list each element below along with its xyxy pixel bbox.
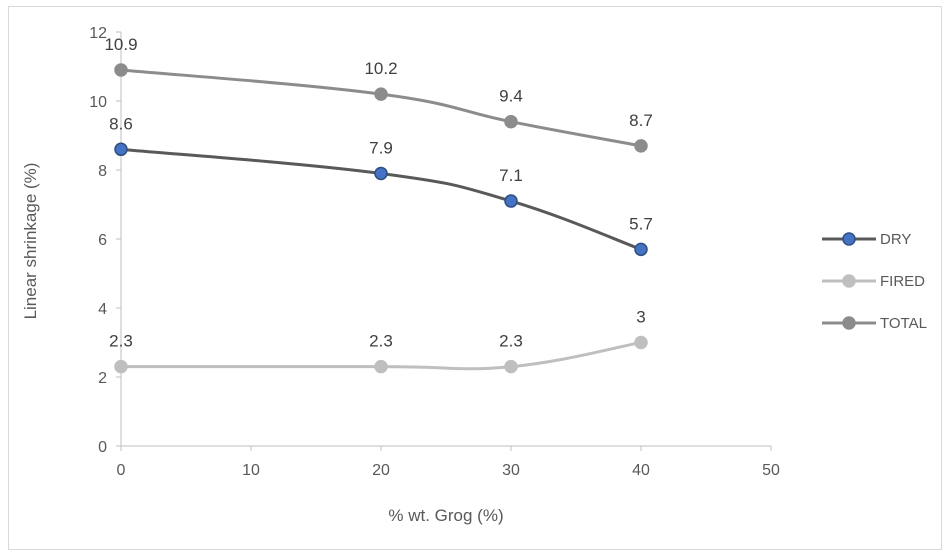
legend-marker-fired [842,274,856,288]
data-point-fired [504,359,518,374]
series-line-total [119,68,643,148]
data-label-fired: 2.3 [499,332,523,351]
y-tick-label: 0 [98,439,107,456]
data-label-fired: 3 [636,308,645,327]
data-label-total: 8.7 [629,111,653,130]
legend-marker-dry [842,232,856,246]
data-point-dry [374,166,388,181]
data-label-dry: 7.1 [499,166,523,185]
y-tick-label: 10 [89,94,107,111]
legend: DRY FIRED TOTAL [822,231,927,332]
axes: 0 2 4 6 8 10 12 0 10 20 30 40 50 [89,25,780,479]
x-tick-label: 50 [762,462,780,479]
data-point-total [504,114,518,129]
legend-label-dry: DRY [880,231,911,248]
series-line-dry [119,147,643,251]
y-tick-label: 12 [89,25,107,42]
y-tick-label: 2 [98,370,107,387]
y-tick-label: 4 [98,301,107,318]
x-tick-label: 10 [242,462,260,479]
data-point-dry [634,242,648,257]
series-layer [114,63,648,374]
y-tick-label: 6 [98,232,107,249]
data-label-dry: 8.6 [109,114,133,133]
data-labels: 8.6 7.9 7.1 5.7 2.3 2.3 2.3 3 10.9 10.2 9.4 8.7 [104,35,652,351]
data-point-fired [114,359,128,374]
x-tick-label: 40 [632,462,650,479]
data-label-dry: 5.7 [629,214,653,233]
data-label-total: 9.4 [499,87,523,106]
data-label-total: 10.9 [104,35,137,54]
data-point-fired [374,359,388,374]
legend-label-total: TOTAL [880,315,927,332]
legend-label-fired: FIRED [880,273,925,290]
series-line-fired [119,341,643,371]
data-point-total [634,139,648,153]
data-label-dry: 7.9 [369,138,393,157]
legend-marker-total [842,316,856,330]
y-tick-label: 8 [98,163,107,180]
y-axis-title: Linear shrinkage (%) [21,163,40,320]
data-point-total [114,63,128,77]
x-tick-label: 30 [502,462,520,479]
data-label-total: 10.2 [364,59,397,78]
data-point-total [374,87,388,101]
x-axis-title: % wt. Grog (%) [388,506,503,525]
data-label-fired: 2.3 [109,332,133,351]
x-tick-label: 20 [372,462,390,479]
data-point-dry [504,194,518,208]
data-label-fired: 2.3 [369,332,393,351]
data-point-dry [114,142,128,157]
x-tick-label: 0 [117,462,126,479]
chart-frame [8,6,942,550]
data-point-fired [634,335,648,350]
